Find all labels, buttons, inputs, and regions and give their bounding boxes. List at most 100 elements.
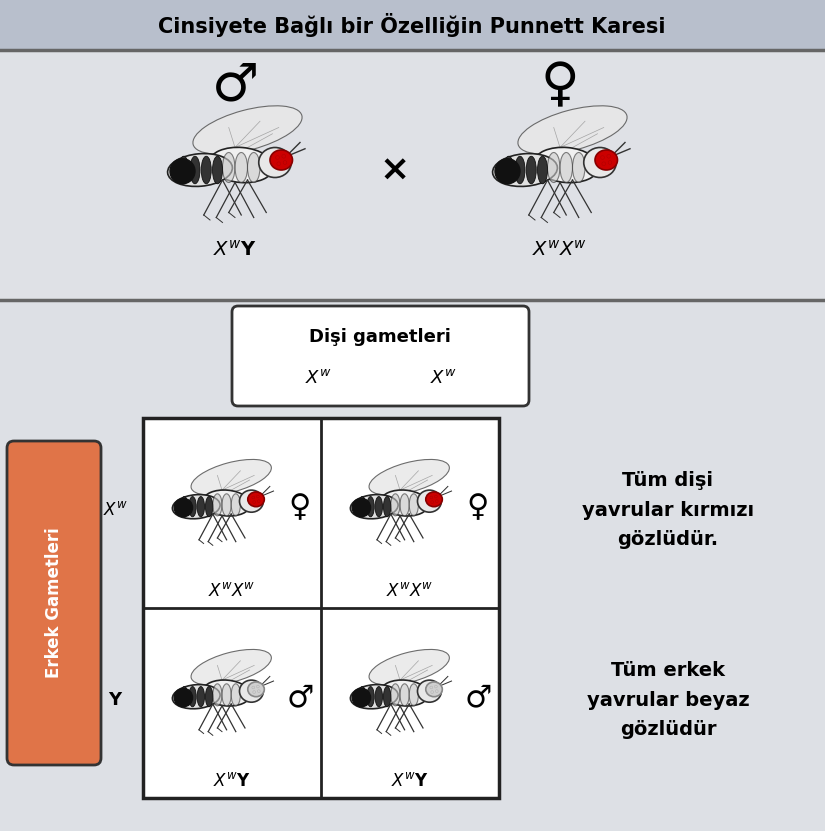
Ellipse shape <box>400 684 409 706</box>
Text: ♀: ♀ <box>540 59 579 111</box>
Ellipse shape <box>203 680 251 706</box>
Text: Y: Y <box>108 691 121 709</box>
Ellipse shape <box>538 156 548 184</box>
Ellipse shape <box>257 499 260 503</box>
Ellipse shape <box>181 497 188 517</box>
Ellipse shape <box>201 156 211 184</box>
Ellipse shape <box>213 156 223 184</box>
Ellipse shape <box>367 497 375 517</box>
Ellipse shape <box>352 499 370 517</box>
Ellipse shape <box>207 497 233 513</box>
Ellipse shape <box>409 494 418 516</box>
Ellipse shape <box>167 154 233 186</box>
Ellipse shape <box>381 490 428 516</box>
Text: Tüm dişi
yavrular kırmızı
gözlüdür.: Tüm dişi yavrular kırmızı gözlüdür. <box>582 471 754 549</box>
Text: ♂: ♂ <box>286 684 314 712</box>
Ellipse shape <box>252 496 255 499</box>
Ellipse shape <box>385 687 412 702</box>
Ellipse shape <box>359 686 366 707</box>
Ellipse shape <box>190 156 200 184</box>
Ellipse shape <box>170 159 195 184</box>
Ellipse shape <box>375 686 383 707</box>
Ellipse shape <box>431 501 434 504</box>
Ellipse shape <box>367 686 375 707</box>
Ellipse shape <box>359 497 366 517</box>
Ellipse shape <box>257 686 259 688</box>
Ellipse shape <box>248 492 264 507</box>
Ellipse shape <box>189 686 196 707</box>
Ellipse shape <box>239 680 263 702</box>
Ellipse shape <box>573 153 585 183</box>
Ellipse shape <box>526 156 536 184</box>
Ellipse shape <box>172 494 220 519</box>
Ellipse shape <box>595 150 617 170</box>
Ellipse shape <box>248 682 264 696</box>
Ellipse shape <box>369 650 450 685</box>
FancyBboxPatch shape <box>7 441 101 765</box>
Text: $X^w$$X^w$: $X^w$$X^w$ <box>208 582 256 600</box>
Ellipse shape <box>375 497 383 517</box>
Ellipse shape <box>191 650 271 685</box>
FancyBboxPatch shape <box>232 306 529 406</box>
Bar <box>143 418 499 798</box>
Ellipse shape <box>607 155 610 158</box>
Text: $X^w$$X^w$: $X^w$$X^w$ <box>532 240 587 260</box>
Text: $X^w$$X^w$: $X^w$$X^w$ <box>386 582 434 600</box>
Ellipse shape <box>436 499 438 503</box>
Ellipse shape <box>283 160 287 165</box>
Ellipse shape <box>197 497 205 517</box>
Ellipse shape <box>608 160 612 165</box>
Ellipse shape <box>222 684 231 706</box>
Ellipse shape <box>181 686 188 707</box>
Ellipse shape <box>209 147 274 183</box>
Ellipse shape <box>235 153 247 183</box>
Ellipse shape <box>270 150 293 170</box>
Ellipse shape <box>436 690 438 692</box>
Ellipse shape <box>223 153 235 183</box>
Ellipse shape <box>203 490 251 516</box>
Ellipse shape <box>213 494 222 516</box>
Text: $X^w$Y: $X^w$Y <box>213 240 257 260</box>
Bar <box>0 50 825 305</box>
Ellipse shape <box>172 685 220 709</box>
Ellipse shape <box>426 682 442 696</box>
Text: $X^w$: $X^w$ <box>430 369 456 387</box>
Ellipse shape <box>282 155 285 158</box>
Bar <box>0 0 825 50</box>
Ellipse shape <box>584 147 616 178</box>
Text: Tüm erkek
yavrular beyaz
gözlüdür: Tüm erkek yavrular beyaz gözlüdür <box>587 661 749 739</box>
Ellipse shape <box>252 686 255 689</box>
Ellipse shape <box>385 497 412 513</box>
Text: $X^w$Y: $X^w$Y <box>213 772 251 790</box>
Ellipse shape <box>381 680 428 706</box>
Bar <box>0 300 825 831</box>
Ellipse shape <box>548 153 560 183</box>
Ellipse shape <box>431 691 434 693</box>
Ellipse shape <box>214 157 250 178</box>
Ellipse shape <box>602 162 606 165</box>
Ellipse shape <box>417 680 441 702</box>
Ellipse shape <box>197 686 205 707</box>
Ellipse shape <box>430 496 432 499</box>
Ellipse shape <box>493 154 558 186</box>
Ellipse shape <box>205 497 213 517</box>
Ellipse shape <box>391 494 400 516</box>
Ellipse shape <box>248 153 260 183</box>
Ellipse shape <box>426 492 442 507</box>
Ellipse shape <box>391 684 400 706</box>
Ellipse shape <box>239 490 263 512</box>
Ellipse shape <box>276 155 280 160</box>
Ellipse shape <box>222 494 231 516</box>
Ellipse shape <box>351 685 398 709</box>
Ellipse shape <box>213 684 222 706</box>
Ellipse shape <box>400 494 409 516</box>
Text: ×: × <box>380 153 410 187</box>
Ellipse shape <box>252 691 256 693</box>
Text: $X^w$Y: $X^w$Y <box>391 772 429 790</box>
Text: $X^w$: $X^w$ <box>102 501 127 519</box>
Ellipse shape <box>384 686 391 707</box>
Ellipse shape <box>518 106 627 155</box>
Text: $X^w$: $X^w$ <box>304 369 332 387</box>
Ellipse shape <box>435 495 437 498</box>
Ellipse shape <box>351 494 398 519</box>
